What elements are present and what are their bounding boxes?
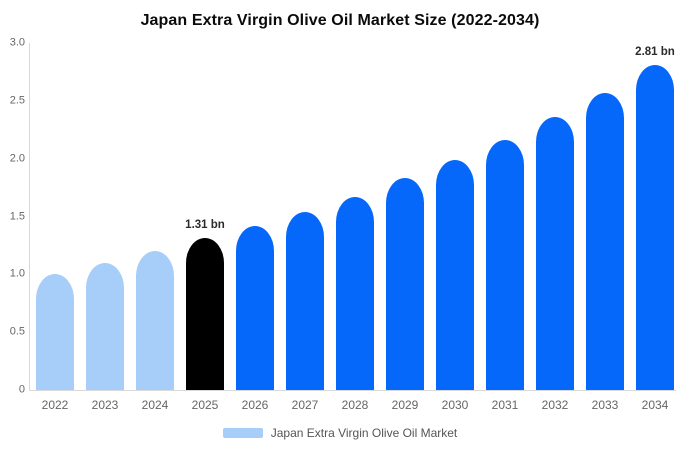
x-tick-label-2033: 2033 xyxy=(591,398,619,412)
bar-2033[interactable] xyxy=(586,92,624,390)
bar-2032[interactable] xyxy=(536,117,574,390)
bar-2029[interactable] xyxy=(386,178,424,390)
y-tick-label-2.0: 2.0 xyxy=(9,152,25,165)
x-tick-label-2026: 2026 xyxy=(241,398,269,412)
bar-2025[interactable] xyxy=(186,238,224,390)
x-tick-label-2031: 2031 xyxy=(491,398,519,412)
y-tick-label-2.5: 2.5 xyxy=(9,94,25,107)
x-axis-line xyxy=(29,390,676,391)
x-tick-label-2023: 2023 xyxy=(91,398,119,412)
x-tick-label-2022: 2022 xyxy=(41,398,69,412)
bar-2034[interactable] xyxy=(636,64,674,390)
value-label-2025: 1.31 bn xyxy=(185,219,225,232)
x-tick-label-2030: 2030 xyxy=(441,398,469,412)
value-label-2034: 2.81 bn xyxy=(635,45,675,58)
x-tick-label-2025: 2025 xyxy=(191,398,219,412)
x-tick-label-2028: 2028 xyxy=(341,398,369,412)
x-tick-label-2032: 2032 xyxy=(541,398,569,412)
y-tick-label-0.5: 0.5 xyxy=(9,325,25,338)
legend-swatch-icon xyxy=(222,428,263,438)
y-axis-line xyxy=(29,43,30,390)
y-tick-label-0: 0 xyxy=(18,383,25,396)
x-tick-label-2027: 2027 xyxy=(291,398,319,412)
bar-2031[interactable] xyxy=(486,140,524,390)
y-tick-label-1.5: 1.5 xyxy=(9,210,25,222)
x-tick-label-2029: 2029 xyxy=(391,398,419,412)
bar-2027[interactable] xyxy=(286,211,324,390)
chart-title: Japan Extra Virgin Olive Oil Market Size… xyxy=(140,12,540,29)
x-tick-label-2034: 2034 xyxy=(641,398,669,412)
legend-label: Japan Extra Virgin Olive Oil Market xyxy=(270,426,458,440)
bar-2026[interactable] xyxy=(236,225,274,390)
bar-2024[interactable] xyxy=(136,251,174,390)
bar-2023[interactable] xyxy=(86,262,124,390)
y-tick-label-3.0: 3.0 xyxy=(9,36,25,49)
x-tick-label-2024: 2024 xyxy=(141,398,169,412)
legend[interactable]: Japan Extra Virgin Olive Oil Market xyxy=(0,426,680,440)
y-tick-label-1.0: 1.0 xyxy=(9,267,25,280)
bar-2028[interactable] xyxy=(336,196,374,390)
bar-2022[interactable] xyxy=(36,274,74,390)
bar-2030[interactable] xyxy=(436,159,474,390)
